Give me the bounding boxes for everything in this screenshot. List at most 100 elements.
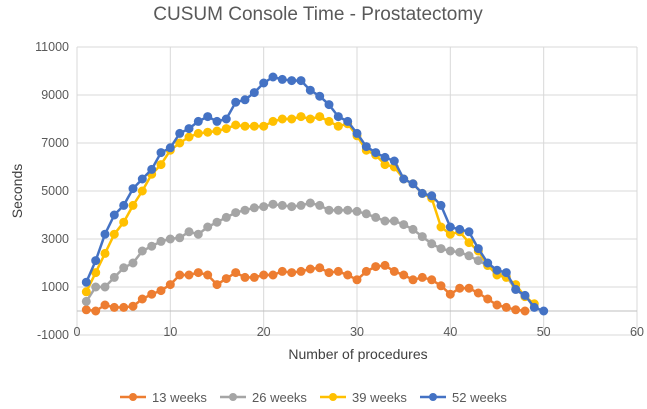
data-point-26-weeks [193,229,203,239]
data-point-26-weeks [417,232,427,242]
legend-swatch-marker [429,393,437,401]
y-tick-label: -1000 [37,328,69,342]
data-point-26-weeks [128,258,138,268]
series-line-39-weeks [85,115,536,305]
legend-item-39-weeks: 39 weeks [320,390,407,405]
data-point-39-weeks [137,186,147,196]
data-point-39-weeks [119,217,129,227]
data-point-52-weeks [333,112,343,122]
data-point-52-weeks [529,302,539,312]
data-point-13-weeks [427,275,437,285]
data-point-13-weeks [361,266,371,276]
data-point-26-weeks [324,205,334,215]
data-point-52-weeks [352,128,362,138]
data-point-52-weeks [137,174,147,184]
data-point-52-weeks [221,114,231,124]
x-tick-label: 30 [350,325,364,339]
data-point-13-weeks [249,272,259,282]
data-point-52-weeks [203,112,213,122]
y-axis-title: Seconds [9,164,25,218]
data-point-52-weeks [231,97,241,107]
data-point-13-weeks [399,270,409,280]
data-point-26-weeks [455,247,465,257]
data-point-39-weeks [287,114,297,124]
data-point-13-weeks [408,275,418,285]
data-point-13-weeks [287,268,297,278]
data-point-13-weeks [240,272,250,282]
data-point-39-weeks [184,132,194,142]
data-point-52-weeks [315,91,325,101]
data-point-13-weeks [277,266,287,276]
data-point-26-weeks [203,222,213,232]
data-point-26-weeks [296,200,306,210]
data-point-13-weeks [380,260,390,270]
data-point-26-weeks [249,203,259,213]
data-point-13-weeks [156,286,166,296]
data-point-39-weeks [231,120,241,130]
data-point-13-weeks [193,268,203,278]
data-point-13-weeks [464,283,474,293]
data-point-13-weeks [473,288,483,298]
data-point-52-weeks [249,88,259,98]
data-point-52-weeks [193,116,203,126]
data-point-26-weeks [464,251,474,261]
data-point-13-weeks [128,301,138,311]
data-point-52-weeks [408,179,418,189]
x-tick-label: 0 [74,325,81,339]
data-point-26-weeks [389,216,399,226]
data-point-13-weeks [492,300,502,310]
data-point-52-weeks [119,200,129,210]
legend-label: 52 weeks [452,390,507,405]
data-point-26-weeks [147,241,157,251]
data-point-13-weeks [137,294,147,304]
data-point-52-weeks [156,148,166,158]
data-point-39-weeks [109,229,119,239]
series-52-weeks [81,72,549,316]
data-point-39-weeks [305,114,315,124]
data-point-39-weeks [315,112,325,122]
data-point-26-weeks [268,199,278,209]
data-point-52-weeks [371,148,381,158]
data-point-39-weeks [436,222,446,232]
data-point-13-weeks [417,272,427,282]
data-point-52-weeks [81,277,91,287]
x-tick-label: 10 [163,325,177,339]
data-point-26-weeks [315,200,325,210]
data-point-13-weeks [175,270,185,280]
data-point-13-weeks [455,283,465,293]
data-point-13-weeks [315,263,325,273]
data-point-39-weeks [240,121,250,131]
legend-item-13-weeks: 13 weeks [120,390,207,405]
data-point-52-weeks [445,222,455,232]
data-point-52-weeks [175,128,185,138]
data-point-39-weeks [259,121,269,131]
data-point-26-weeks [427,239,437,249]
data-point-26-weeks [100,282,110,292]
data-point-26-weeks [231,208,241,218]
data-point-13-weeks [296,266,306,276]
data-point-39-weeks [268,116,278,126]
data-point-39-weeks [296,112,306,122]
data-point-13-weeks [221,274,231,284]
data-point-13-weeks [147,289,157,299]
data-point-13-weeks [165,280,175,290]
data-point-13-weeks [203,270,213,280]
data-point-52-weeks [399,174,409,184]
data-point-52-weeks [305,85,315,95]
data-point-26-weeks [109,272,119,282]
data-point-52-weeks [380,152,390,162]
data-point-26-weeks [156,236,166,246]
series-line-52-weeks [85,75,545,313]
data-point-52-weeks [287,76,297,86]
data-point-13-weeks [109,302,119,312]
legend-swatch-marker [229,393,237,401]
data-point-39-weeks [203,127,213,137]
plot-area [81,72,549,316]
data-point-26-weeks [91,282,101,292]
data-point-52-weeks [100,229,110,239]
y-tick-label: 9000 [41,88,69,102]
data-point-26-weeks [165,234,175,244]
data-point-39-weeks [212,126,222,136]
legend: 13 weeks 26 weeks 39 weeks 52 weeks [120,390,507,405]
y-tick-label: 5000 [41,184,69,198]
